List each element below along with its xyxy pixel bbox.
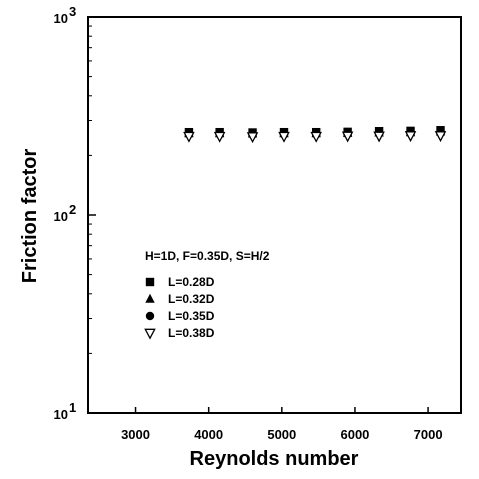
data-point — [434, 131, 447, 143]
data-point — [246, 132, 259, 144]
legend-marker — [145, 277, 155, 287]
y-tick-label-exponent: 2 — [69, 202, 76, 217]
data-point — [341, 131, 354, 143]
legend-item: L=0.28D — [145, 275, 215, 289]
series-triangle-down-open — [183, 131, 447, 144]
x-tick-label: 6000 — [340, 427, 369, 442]
data-point — [278, 131, 290, 143]
legend-marker — [144, 328, 156, 340]
legend-marker — [145, 311, 155, 321]
y-tick-label: 10 — [54, 11, 68, 26]
data-points — [183, 126, 447, 144]
y-tick-label-exponent: 1 — [69, 400, 76, 415]
legend-label: L=0.35D — [168, 309, 215, 323]
y-tick-label-exponent: 3 — [69, 4, 76, 19]
legend-label: L=0.32D — [168, 292, 215, 306]
legend: L=0.28D L=0.32D L=0.35D L=0.38D — [144, 275, 215, 340]
data-point — [310, 131, 322, 143]
data-point — [373, 131, 385, 143]
x-axis: 3000 4000 5000 6000 7000 — [121, 407, 443, 442]
data-point — [213, 131, 226, 143]
x-tick-label: 4000 — [194, 427, 223, 442]
x-tick-label: 5000 — [267, 427, 296, 442]
legend-item: L=0.35D — [145, 309, 215, 323]
data-point — [404, 131, 417, 143]
x-axis-title: Reynolds number — [190, 448, 359, 470]
legend-label: L=0.38D — [168, 326, 215, 340]
legend-label: L=0.28D — [168, 275, 215, 289]
data-point — [183, 131, 195, 143]
y-tick-label: 10 — [54, 407, 68, 422]
legend-item: L=0.32D — [145, 292, 215, 306]
x-tick-label: 3000 — [121, 427, 150, 442]
chart-annotation: H=1D, F=0.35D, S=H/2 — [145, 249, 270, 263]
x-tick-label: 7000 — [414, 427, 443, 442]
legend-marker — [145, 293, 155, 303]
legend-item: L=0.38D — [144, 326, 215, 340]
y-tick-label: 10 — [54, 209, 68, 224]
y-axis-title: Friction factor — [19, 149, 41, 284]
plot-frame — [87, 16, 462, 414]
